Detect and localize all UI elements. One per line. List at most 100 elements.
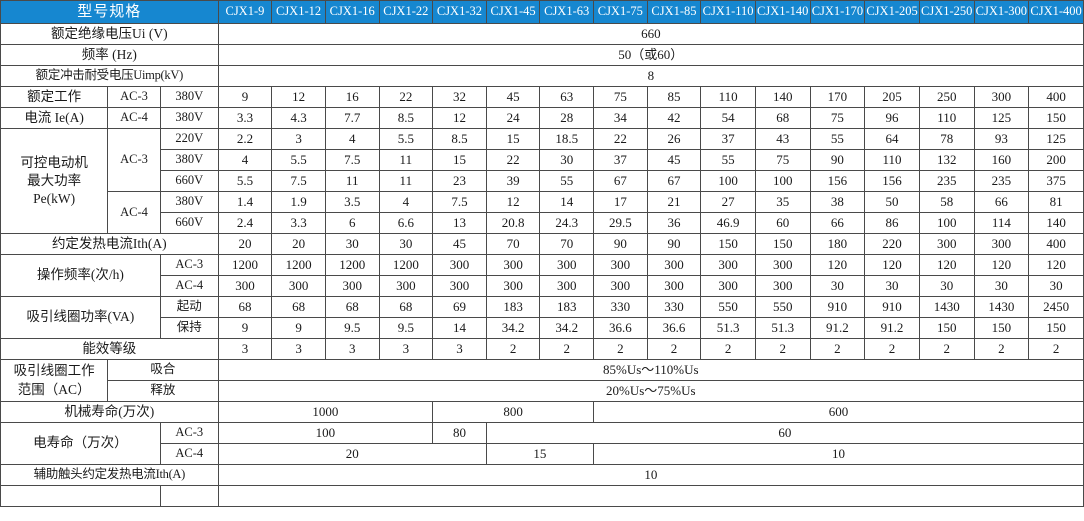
cell: 68 [217,296,273,318]
row-frequency: 频率 (Hz) 50（或60） [0,44,1084,66]
header-title: 型号规格 [0,0,219,24]
cell: 96 [864,107,920,129]
cell: 63 [539,86,594,108]
cell: 22 [485,149,541,171]
cell: 91.2 [809,317,866,339]
value-rated-insulation-voltage: 660 [217,23,1084,45]
label-coil-operating-range-line1: 吸引线圈工作 [13,363,95,379]
cell: 2 [1028,338,1084,360]
cell: 30 [378,233,434,255]
cell: 3.3 [271,212,326,234]
cell: 11 [324,170,380,192]
cell: 300 [593,275,648,297]
cell: 150 [1028,317,1084,339]
cell: 114 [973,212,1030,234]
cell: 150 [1028,107,1084,129]
model-header-cjx1-400: CJX1-400 [1028,0,1084,24]
model-header-cjx1-45: CJX1-45 [485,0,541,24]
cell: 36.6 [646,317,702,339]
cell: 90 [809,149,866,171]
cell: 67 [646,170,702,192]
cell: 180 [809,233,866,255]
cell: 67 [593,170,648,192]
electrical-life-ac3-segment-1: 100 [217,422,434,444]
cell: 4 [378,191,434,213]
rated-current-ac3-voltage: 380V [159,86,219,108]
cell: 550 [700,296,756,318]
cell: 120 [1028,254,1084,276]
cell: 140 [754,86,811,108]
cell: 2.2 [217,128,273,150]
label-aux-thermal-current: 辅助触头约定发热电流Ith(A) [0,464,219,486]
specification-table: 型号规格 CJX1-9 CJX1-12 CJX1-16 CJX1-22 CJX1… [0,0,1084,507]
coil-range-dropout-value: 20%Us～75%Us [217,380,1084,402]
cell: 58 [918,191,975,213]
mechanical-life-segment-2: 800 [432,401,594,423]
row-clipped-bottom [0,485,1084,507]
cell: 2 [809,338,866,360]
cell: 45 [646,149,702,171]
cell: 300 [646,254,702,276]
cell: 22 [378,86,434,108]
rated-current-ac4-voltage: 380V [159,107,219,129]
cell: 132 [918,149,975,171]
cell: 110 [700,86,756,108]
row-motor-power-ac3-660v: 660V 5.5 7.5 11 11 23 39 55 67 67 100 10… [1,170,1084,192]
cell: 4 [217,149,273,171]
cell: 1200 [378,254,434,276]
cell: 1200 [271,254,326,276]
electrical-life-ac4-segment-1: 20 [217,443,487,465]
cell: 23 [432,170,487,192]
label-mechanical-life: 机械寿命(万次) [0,401,219,423]
model-header-cjx1-85: CJX1-85 [646,0,702,24]
cell: 5.5 [378,128,434,150]
cell: 30 [918,275,975,297]
cell: 9 [271,317,326,339]
cell: 36 [646,212,702,234]
cell: 2 [864,338,920,360]
cell: 170 [809,86,866,108]
motor-power-ac4-660v-voltage: 660V [159,212,219,234]
cell: 34 [593,107,648,129]
cell: 5.5 [271,149,326,171]
coil-power-sealed-type: 保持 [159,317,219,339]
model-header-cjx1-22: CJX1-22 [378,0,434,24]
row-coil-power-sealed: 保持 9 9 9.5 9.5 14 34.2 34.2 36.6 36.6 51… [1,317,1084,339]
cell: 300 [324,275,380,297]
cell: 75 [754,149,811,171]
cell: 2 [754,338,811,360]
coil-range-pickup-type: 吸合 [107,359,219,381]
cell: 90 [593,233,648,255]
cell: 1200 [217,254,273,276]
cell: 300 [918,233,975,255]
cell: 156 [864,170,920,192]
cell: 18.5 [539,128,594,150]
row-coil-power-inrush: 吸引线圈功率(VA) 起动 68 68 68 68 69 183 183 330… [0,296,1084,339]
cell: 12 [432,107,487,129]
row-electrical-life-ac3: 电寿命（万次） AC-3 100 80 60 [0,422,1084,465]
cell: 93 [973,128,1030,150]
row-mechanical-life: 机械寿命(万次) 1000 800 600 [0,401,1084,423]
coil-range-pickup-value: 85%Us～110%Us [217,359,1084,381]
label-coil-power: 吸引线圈功率(VA) [0,296,161,339]
cell: 120 [809,254,866,276]
cell: 300 [973,233,1030,255]
cell: 16 [324,86,380,108]
cell: 2.4 [217,212,273,234]
cell: 4.3 [271,107,326,129]
row-motor-power-ac3-220v: 可控电动机 最大功率 Pe(kW) AC-3 220V 2.2 3 4 5.5 … [0,128,1084,234]
cell: 22 [593,128,648,150]
label-motor-power-line1: 可控电动机 [20,154,88,170]
electrical-life-ac4-segment-3: 10 [593,443,1084,465]
cell: 3 [271,338,326,360]
row-operating-frequency-ac4: AC-4 300 300 300 300 300 300 300 300 300… [1,275,1084,297]
model-header-cjx1-110: CJX1-110 [700,0,756,24]
cell: 38 [809,191,866,213]
cell: 55 [539,170,594,192]
cell: 7.5 [324,149,380,171]
cell: 2 [918,338,975,360]
cell: 183 [485,296,541,318]
cell: 235 [973,170,1030,192]
cell: 81 [1028,191,1084,213]
label-thermal-current: 约定发热电流Ith(A) [0,233,219,255]
